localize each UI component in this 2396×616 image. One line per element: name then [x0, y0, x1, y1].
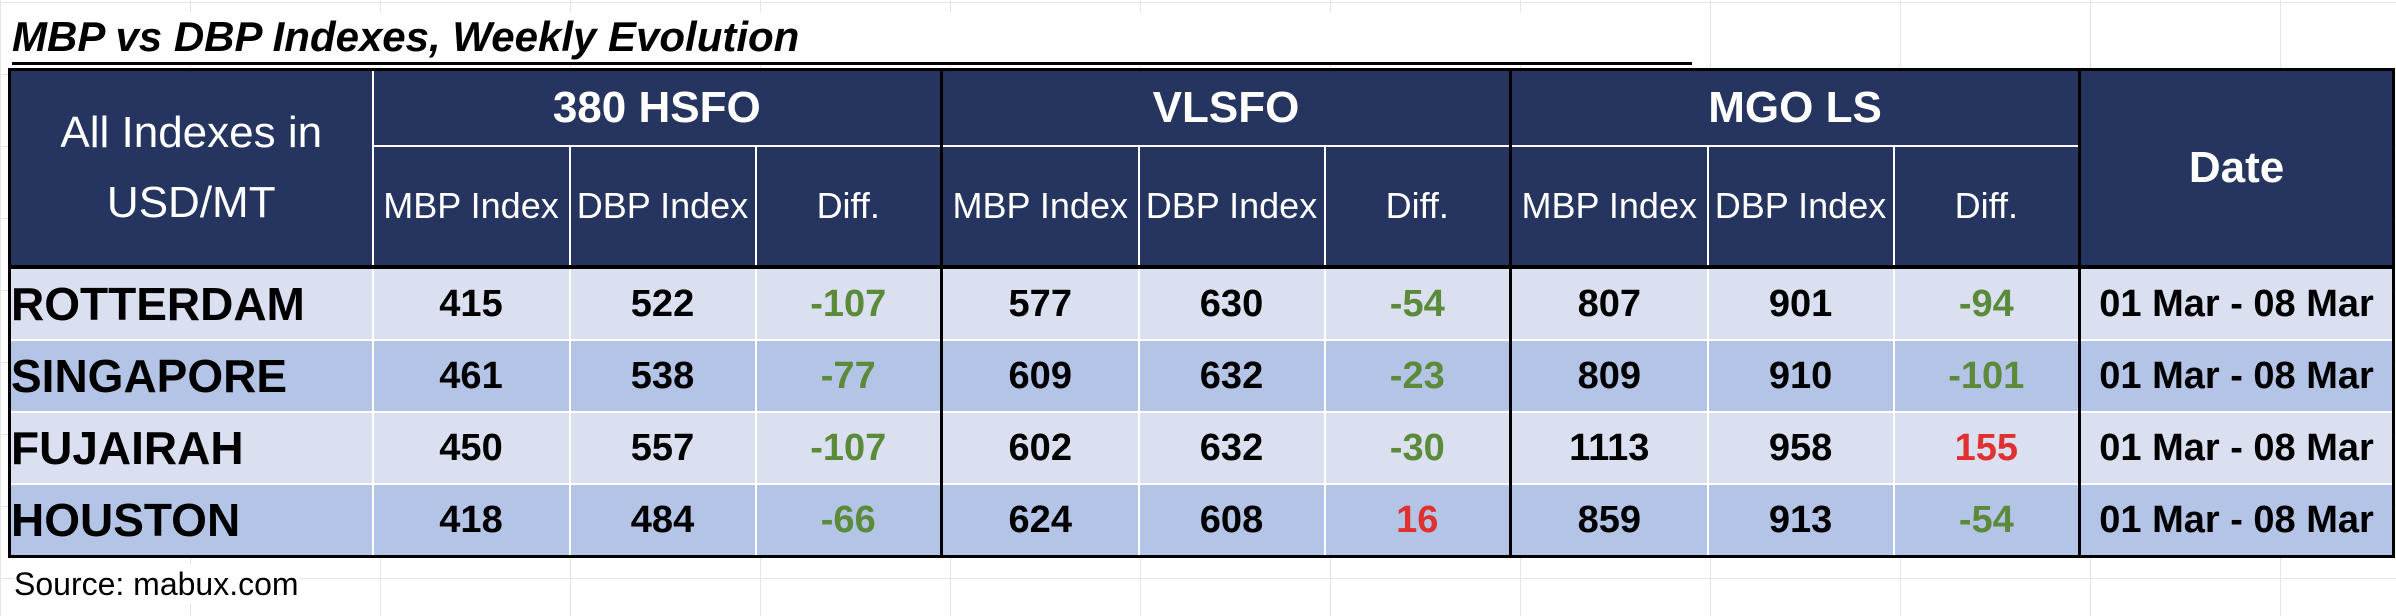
group-header-380-hsfo: 380 HSFO	[371, 68, 943, 147]
mgo-mbp-value: 807	[1509, 266, 1709, 341]
mgo-diff-value: -101	[1892, 339, 2081, 413]
hsfo-diff-value: -77	[754, 339, 943, 413]
table-row: FUJAIRAH 450 557 -107 602 632 -30 1113 9…	[8, 411, 2396, 485]
hsfo-dbp-value: 538	[568, 339, 757, 413]
mgo-mbp-value: 1113	[1509, 411, 1709, 485]
hsfo-diff-value: -107	[754, 411, 943, 485]
mgo-dbp-value: 913	[1706, 483, 1895, 558]
mgo-mbp-header: MBP Index	[1509, 145, 1709, 269]
vlsfo-dbp-value: 632	[1137, 339, 1326, 413]
port-name: HOUSTON	[8, 483, 374, 558]
date-range: 01 Mar - 08 Mar	[2078, 266, 2396, 341]
port-name: ROTTERDAM	[8, 266, 374, 341]
port-name: FUJAIRAH	[8, 411, 374, 485]
mgo-mbp-value: 859	[1509, 483, 1709, 558]
vlsfo-mbp-value: 577	[940, 266, 1140, 341]
vlsfo-diff-value: -30	[1323, 411, 1512, 485]
vlsfo-mbp-value: 609	[940, 339, 1140, 413]
port-name: SINGAPORE	[8, 339, 374, 413]
mgo-diff-header: Diff.	[1892, 145, 2081, 269]
vlsfo-dbp-value: 608	[1137, 483, 1326, 558]
hsfo-dbp-value: 484	[568, 483, 757, 558]
vlsfo-diff-value: -54	[1323, 266, 1512, 341]
hsfo-mbp-header: MBP Index	[371, 145, 571, 269]
group-header-vlsfo: VLSFO	[939, 68, 1512, 147]
date-header: Date	[2078, 68, 2396, 269]
mgo-mbp-value: 809	[1509, 339, 1709, 413]
vlsfo-dbp-value: 630	[1137, 266, 1326, 341]
hsfo-dbp-value: 522	[568, 266, 757, 341]
hsfo-diff-value: -107	[754, 266, 943, 341]
mgo-diff-value: -54	[1892, 483, 2081, 558]
date-range: 01 Mar - 08 Mar	[2078, 483, 2396, 558]
mgo-dbp-header: DBP Index	[1706, 145, 1895, 269]
hsfo-dbp-value: 557	[568, 411, 757, 485]
mgo-dbp-value: 910	[1706, 339, 1895, 413]
vlsfo-diff-header: Diff.	[1323, 145, 1512, 269]
vlsfo-diff-value: -23	[1323, 339, 1512, 413]
vlsfo-diff-value: 16	[1323, 483, 1512, 558]
vlsfo-dbp-value: 632	[1137, 411, 1326, 485]
hsfo-mbp-value: 450	[371, 411, 571, 485]
mgo-dbp-value: 901	[1706, 266, 1895, 341]
mgo-dbp-value: 958	[1706, 411, 1895, 485]
units-label-line1: All Indexes in	[60, 108, 323, 157]
hsfo-mbp-value: 461	[371, 339, 571, 413]
hsfo-mbp-value: 418	[371, 483, 571, 558]
vlsfo-dbp-header: DBP Index	[1137, 145, 1326, 269]
hsfo-diff-header: Diff.	[754, 145, 943, 269]
date-range: 01 Mar - 08 Mar	[2078, 339, 2396, 413]
index-table: All Indexes in USD/MT 380 HSFO VLSFO MGO…	[8, 68, 2396, 558]
hsfo-mbp-value: 415	[371, 266, 571, 341]
table-row: ROTTERDAM 415 522 -107 577 630 -54 807 9…	[8, 266, 2396, 341]
mgo-diff-value: 155	[1892, 411, 2081, 485]
hsfo-dbp-header: DBP Index	[568, 145, 757, 269]
source-note: Source: mabux.com	[14, 564, 299, 604]
group-header-mgo-ls: MGO LS	[1509, 68, 2081, 147]
page-title: MBP vs DBP Indexes, Weekly Evolution	[12, 12, 1692, 65]
mgo-diff-value: -94	[1892, 266, 2081, 341]
vlsfo-mbp-header: MBP Index	[940, 145, 1140, 269]
units-header-cell: All Indexes in USD/MT	[8, 68, 374, 269]
units-label-line2: USD/MT	[106, 178, 276, 227]
vlsfo-mbp-value: 624	[940, 483, 1140, 558]
hsfo-diff-value: -66	[754, 483, 943, 558]
date-range: 01 Mar - 08 Mar	[2078, 411, 2396, 485]
table-row: SINGAPORE 461 538 -77 609 632 -23 809 91…	[8, 339, 2396, 413]
table-row: HOUSTON 418 484 -66 624 608 16 859 913 -…	[8, 483, 2396, 558]
vlsfo-mbp-value: 602	[940, 411, 1140, 485]
